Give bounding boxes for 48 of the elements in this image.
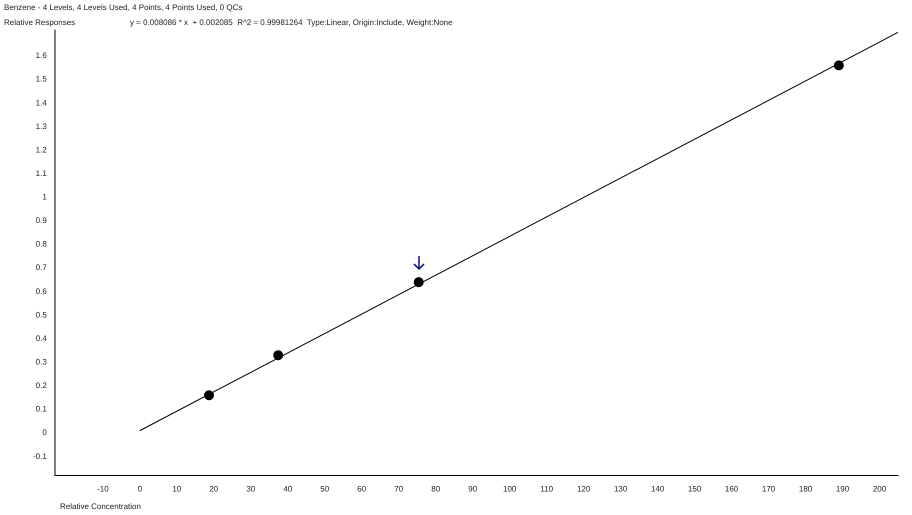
point	[273, 350, 284, 360]
point	[204, 390, 214, 400]
x-tick-label: 70	[394, 484, 404, 494]
y-axis-title: Relative Responses	[4, 18, 76, 27]
x-tick-label: 180	[798, 484, 813, 494]
x-tick-label: 170	[762, 484, 776, 494]
x-tick-label: 80	[431, 484, 441, 494]
x-tick-label: 160	[724, 484, 739, 494]
x-tick-label: 100	[503, 484, 517, 494]
y-tick-label: 0.8	[36, 240, 48, 249]
y-tick-label: 0.2	[36, 381, 48, 390]
x-tick-label: 130	[614, 484, 628, 494]
y-tick-label: -0.1	[32, 452, 48, 461]
x-tick-label: 0	[138, 484, 143, 494]
x-tick-label: 110	[540, 484, 554, 494]
x-tick-label: 60	[357, 484, 367, 494]
x-tick-label: 20	[209, 484, 219, 494]
y-tick-label: 1.3	[36, 122, 48, 131]
x-tick-label: 200	[872, 484, 887, 494]
chart-title: Benzene - 4 Levels, 4 Levels Used, 4 Points, 4 Points Used, 0 QCs	[4, 3, 242, 12]
y-tick-label: 1.4	[36, 98, 48, 108]
y-tick-label: 0.3	[36, 357, 48, 366]
y-tick-label: 1.2	[36, 145, 48, 154]
x-tick-label: 90	[468, 484, 478, 494]
y-tick-label: 0.9	[36, 216, 48, 226]
y-tick-label: 1.1	[36, 168, 48, 178]
y-tick-label: 0.7	[36, 263, 48, 272]
x-tick-label: -10	[97, 484, 110, 494]
x-tick-label: 150	[688, 484, 702, 494]
x-axis-title: Relative Concentration	[60, 502, 141, 511]
x-tick-label: 10	[172, 484, 182, 494]
y-tick-label: 0.4	[36, 334, 48, 343]
x-tick-label: 190	[836, 484, 850, 494]
x-tick-label: 120	[576, 484, 591, 494]
y-tick-label: 1.6	[36, 51, 48, 60]
y-tick-label: 0.6	[36, 286, 48, 296]
y-tick-label: 1.5	[36, 74, 48, 84]
y-tick-label: 0.5	[36, 310, 48, 320]
x-tick-label: 140	[650, 484, 665, 494]
y-tick-label: 0.1	[36, 404, 48, 414]
point	[834, 60, 844, 70]
x-tick-label: 40	[283, 484, 293, 494]
text: y = 0.008086 * x + 0.002085 R^2 = 0.99981264 Type:Linear, Origin:Include, Weight:None	[130, 18, 453, 27]
point	[414, 277, 424, 288]
y-tick-label: 1	[42, 192, 48, 202]
x-tick-label: 50	[320, 484, 330, 494]
x-tick-label: 30	[246, 484, 256, 494]
y-tick-label: 0	[42, 428, 48, 438]
